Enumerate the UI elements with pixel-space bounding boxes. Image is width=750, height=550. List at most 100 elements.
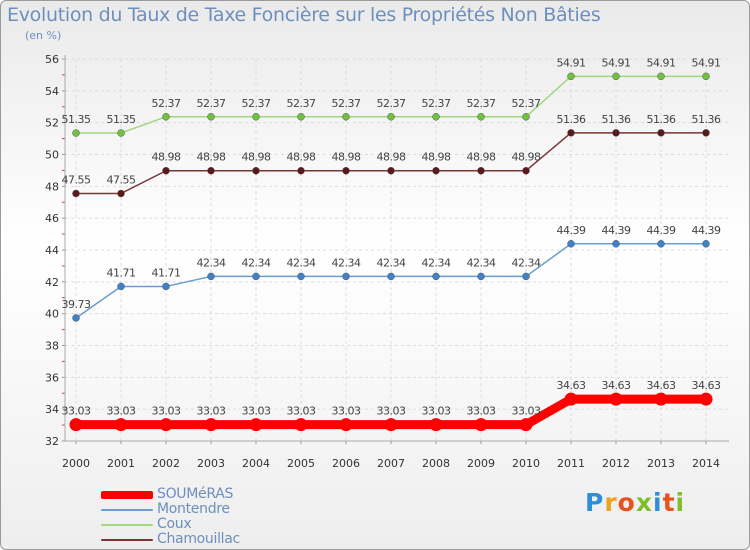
data-label-chamouillac: 48.98	[152, 151, 181, 164]
data-label-montendre: 42.34	[377, 256, 406, 269]
data-point-montendre	[657, 240, 665, 248]
y-tick-label: 48	[45, 180, 59, 193]
data-point-soum-ras	[429, 418, 443, 432]
legend-swatch	[101, 523, 153, 526]
data-label-soum-ras: 33.03	[107, 405, 136, 418]
data-point-coux	[387, 113, 395, 121]
data-point-coux	[657, 72, 665, 81]
x-tick-label: 2007	[377, 457, 405, 470]
x-tick-label: 2005	[287, 457, 315, 470]
data-label-coux: 54.91	[692, 56, 721, 69]
data-label-chamouillac: 51.36	[557, 113, 586, 126]
data-point-soum-ras	[699, 392, 713, 406]
x-tick-label: 2002	[152, 457, 180, 470]
logo-letter: x	[635, 488, 653, 517]
data-point-soum-ras	[204, 418, 218, 432]
data-point-montendre	[162, 282, 170, 291]
data-label-coux: 52.37	[512, 97, 541, 110]
logo-letter: r	[604, 488, 618, 517]
data-label-soum-ras: 33.03	[287, 405, 316, 418]
data-label-chamouillac: 51.36	[602, 113, 631, 126]
data-point-soum-ras	[609, 392, 623, 406]
legend-swatch	[101, 538, 153, 541]
data-point-coux	[72, 129, 80, 137]
data-label-coux: 52.37	[467, 97, 496, 110]
x-tick-label: 2014	[692, 457, 720, 470]
data-label-montendre: 42.34	[467, 256, 496, 269]
legend-label: Montendre	[157, 501, 230, 517]
data-label-montendre: 42.34	[332, 256, 361, 269]
logo-letter: P	[585, 488, 605, 517]
legend-label: Chamouillac	[157, 531, 240, 547]
data-label-montendre: 42.34	[242, 256, 271, 269]
unit-label: (en %)	[25, 29, 62, 42]
legend-label: SOUMéRAS	[157, 486, 234, 502]
data-point-montendre	[117, 282, 125, 291]
data-point-soum-ras	[474, 418, 488, 432]
data-label-montendre: 44.39	[647, 224, 676, 237]
data-point-chamouillac	[342, 166, 350, 175]
data-point-montendre	[702, 240, 710, 248]
x-tick-label: 2003	[197, 457, 225, 470]
data-label-soum-ras: 34.63	[692, 379, 721, 392]
x-tick-label: 2011	[557, 457, 585, 470]
x-tick-label: 2009	[467, 457, 495, 470]
data-point-soum-ras	[69, 418, 83, 432]
data-point-chamouillac	[297, 166, 305, 175]
data-label-coux: 51.35	[107, 113, 136, 126]
data-point-soum-ras	[519, 418, 533, 432]
data-point-soum-ras	[159, 418, 173, 432]
data-label-coux: 54.91	[602, 56, 631, 69]
data-point-coux	[702, 72, 710, 81]
y-tick-label: 32	[45, 435, 59, 448]
y-tick-label: 46	[45, 212, 59, 225]
data-point-chamouillac	[567, 129, 575, 137]
data-label-soum-ras: 33.03	[377, 405, 406, 418]
data-point-coux	[567, 72, 575, 81]
data-point-soum-ras	[564, 392, 578, 406]
data-label-soum-ras: 33.03	[197, 405, 226, 418]
data-label-soum-ras: 33.03	[242, 405, 271, 418]
logo-letter: i	[675, 488, 686, 517]
x-tick-label: 2001	[107, 457, 135, 470]
data-label-chamouillac: 48.98	[332, 151, 361, 164]
data-label-soum-ras: 33.03	[422, 405, 451, 418]
data-label-chamouillac: 48.98	[197, 151, 226, 164]
series-coux	[72, 72, 710, 137]
data-label-soum-ras: 33.03	[467, 405, 496, 418]
legend: SOUMéRAS Montendre Coux Chamouillac	[101, 487, 240, 547]
data-point-coux	[117, 129, 125, 137]
series-montendre	[72, 240, 710, 322]
data-labels: 33.03 33.03 33.03 33.03 33.03 33.03 33.03 33.03…	[62, 56, 722, 418]
data-label-chamouillac: 48.98	[512, 151, 541, 164]
data-label-montendre: 44.39	[557, 224, 586, 237]
data-label-montendre: 39.73	[62, 298, 91, 311]
logo-letter: o	[617, 488, 636, 517]
data-point-chamouillac	[477, 166, 485, 175]
y-tick-label: 40	[45, 308, 59, 321]
data-point-coux	[252, 113, 260, 121]
x-tick-label: 2010	[512, 457, 540, 470]
logo-letter: i	[653, 488, 663, 517]
data-label-soum-ras: 34.63	[557, 379, 586, 392]
legend-swatch	[101, 508, 153, 511]
data-point-coux	[522, 113, 530, 121]
data-label-montendre: 44.39	[692, 224, 721, 237]
x-tick-label: 2000	[62, 457, 90, 470]
data-label-coux: 52.37	[242, 97, 271, 110]
data-label-chamouillac: 47.55	[107, 173, 136, 186]
data-label-coux: 52.37	[152, 97, 181, 110]
data-label-montendre: 41.71	[107, 266, 136, 279]
data-point-montendre	[612, 240, 620, 248]
y-tick-label: 36	[45, 371, 59, 384]
data-point-chamouillac	[657, 129, 665, 137]
data-point-soum-ras	[114, 418, 128, 432]
data-label-coux: 52.37	[197, 97, 226, 110]
data-label-chamouillac: 48.98	[467, 151, 496, 164]
x-tick-labels: 2000 2001 2002 2003 2004 2005 2006 2007 2008 2009…	[62, 457, 720, 470]
data-point-soum-ras	[654, 392, 668, 406]
data-point-soum-ras	[294, 418, 308, 432]
data-point-chamouillac	[387, 166, 395, 175]
y-tick-label: 44	[45, 244, 59, 257]
